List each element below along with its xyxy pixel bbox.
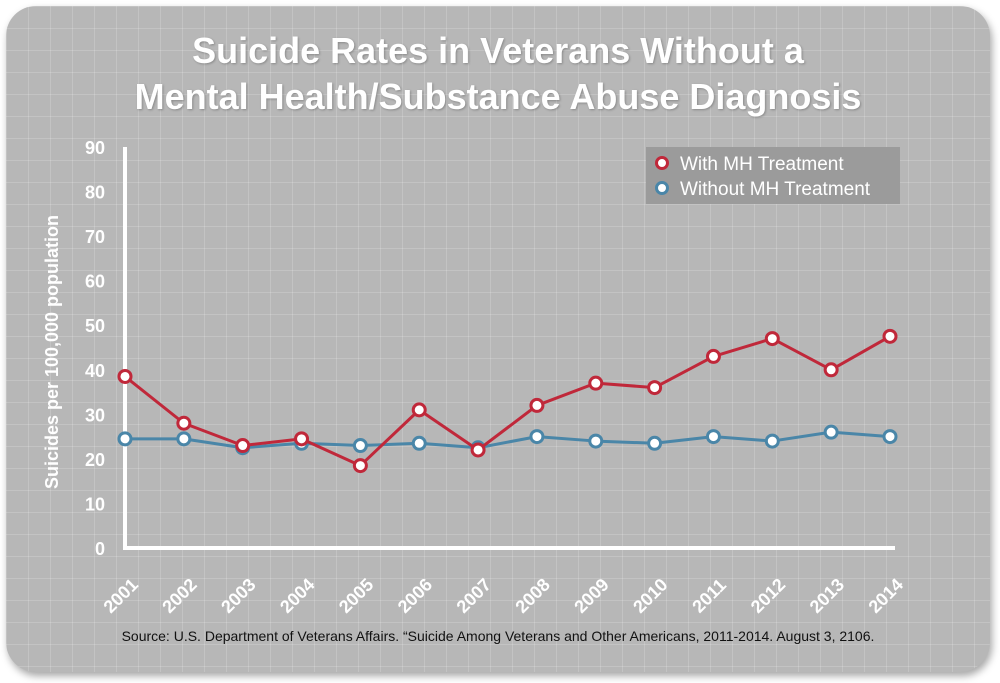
y-tick-label: 50 xyxy=(85,316,105,336)
x-tick-label: 2010 xyxy=(629,575,671,617)
y-tick-label: 40 xyxy=(85,361,105,381)
x-tick-label: 2011 xyxy=(688,575,730,617)
data-point xyxy=(823,362,839,378)
data-point xyxy=(647,435,663,451)
data-point xyxy=(470,442,486,458)
data-point xyxy=(235,438,251,454)
data-point xyxy=(411,435,427,451)
y-tick-label: 80 xyxy=(85,183,105,203)
y-tick-label: 20 xyxy=(85,450,105,470)
legend: With MH Treatment Without MH Treatment xyxy=(646,147,900,204)
x-tick-label: 2004 xyxy=(276,575,318,617)
x-tick-label: 2014 xyxy=(865,575,907,617)
data-point xyxy=(117,431,133,447)
y-tick-label: 70 xyxy=(85,227,105,247)
data-point xyxy=(176,415,192,431)
legend-marker xyxy=(655,156,669,170)
series-line xyxy=(124,335,891,468)
x-tick-label: 2005 xyxy=(335,575,377,617)
data-point xyxy=(117,368,133,384)
data-point xyxy=(647,380,663,396)
data-point xyxy=(705,348,721,364)
x-tick-label: 2007 xyxy=(453,575,495,617)
data-point xyxy=(588,433,604,449)
y-tick-label: 30 xyxy=(85,405,105,425)
series-without-mh-treatment xyxy=(117,424,898,456)
legend-marker xyxy=(655,181,669,195)
x-tick-label: 2009 xyxy=(570,575,612,617)
data-point xyxy=(823,424,839,440)
data-point xyxy=(411,402,427,418)
data-point xyxy=(705,429,721,445)
data-point xyxy=(352,438,368,454)
data-point xyxy=(529,397,545,413)
x-tick-label: 2012 xyxy=(747,575,789,617)
data-point xyxy=(882,328,898,344)
y-tick-label: 0 xyxy=(95,539,105,559)
y-tick-label: 60 xyxy=(85,272,105,292)
series-with-mh-treatment xyxy=(117,328,898,474)
x-tick-label: 2003 xyxy=(217,575,259,617)
data-point xyxy=(882,429,898,445)
legend-box xyxy=(646,147,900,204)
data-point xyxy=(588,375,604,391)
legend-label: With MH Treatment xyxy=(680,154,844,175)
data-point xyxy=(176,431,192,447)
x-tick-label: 2001 xyxy=(100,575,142,617)
data-point xyxy=(352,458,368,474)
x-tick-label: 2013 xyxy=(806,575,848,617)
chart-title-line-2: Mental Health/Substance Abuse Diagnosis xyxy=(134,76,862,117)
x-tick-label: 2006 xyxy=(394,575,436,617)
source-note: Source: U.S. Department of Veterans Affa… xyxy=(121,628,875,644)
series-line xyxy=(125,430,891,450)
data-point xyxy=(764,331,780,347)
chart-card: Suicide Rates in Veterans Without a Ment… xyxy=(6,6,990,672)
y-tick-label: 90 xyxy=(85,138,105,158)
chart-title-line-1: Suicide Rates in Veterans Without a xyxy=(192,30,804,71)
x-tick-label: 2002 xyxy=(158,575,200,617)
data-point xyxy=(529,429,545,445)
legend-label: Without MH Treatment xyxy=(680,179,871,200)
x-tick-label: 2008 xyxy=(511,575,553,617)
data-point xyxy=(294,431,310,447)
y-axis-label: Suicides per 100,000 population xyxy=(42,215,62,489)
y-tick-label: 10 xyxy=(85,494,105,514)
data-point xyxy=(764,433,780,449)
